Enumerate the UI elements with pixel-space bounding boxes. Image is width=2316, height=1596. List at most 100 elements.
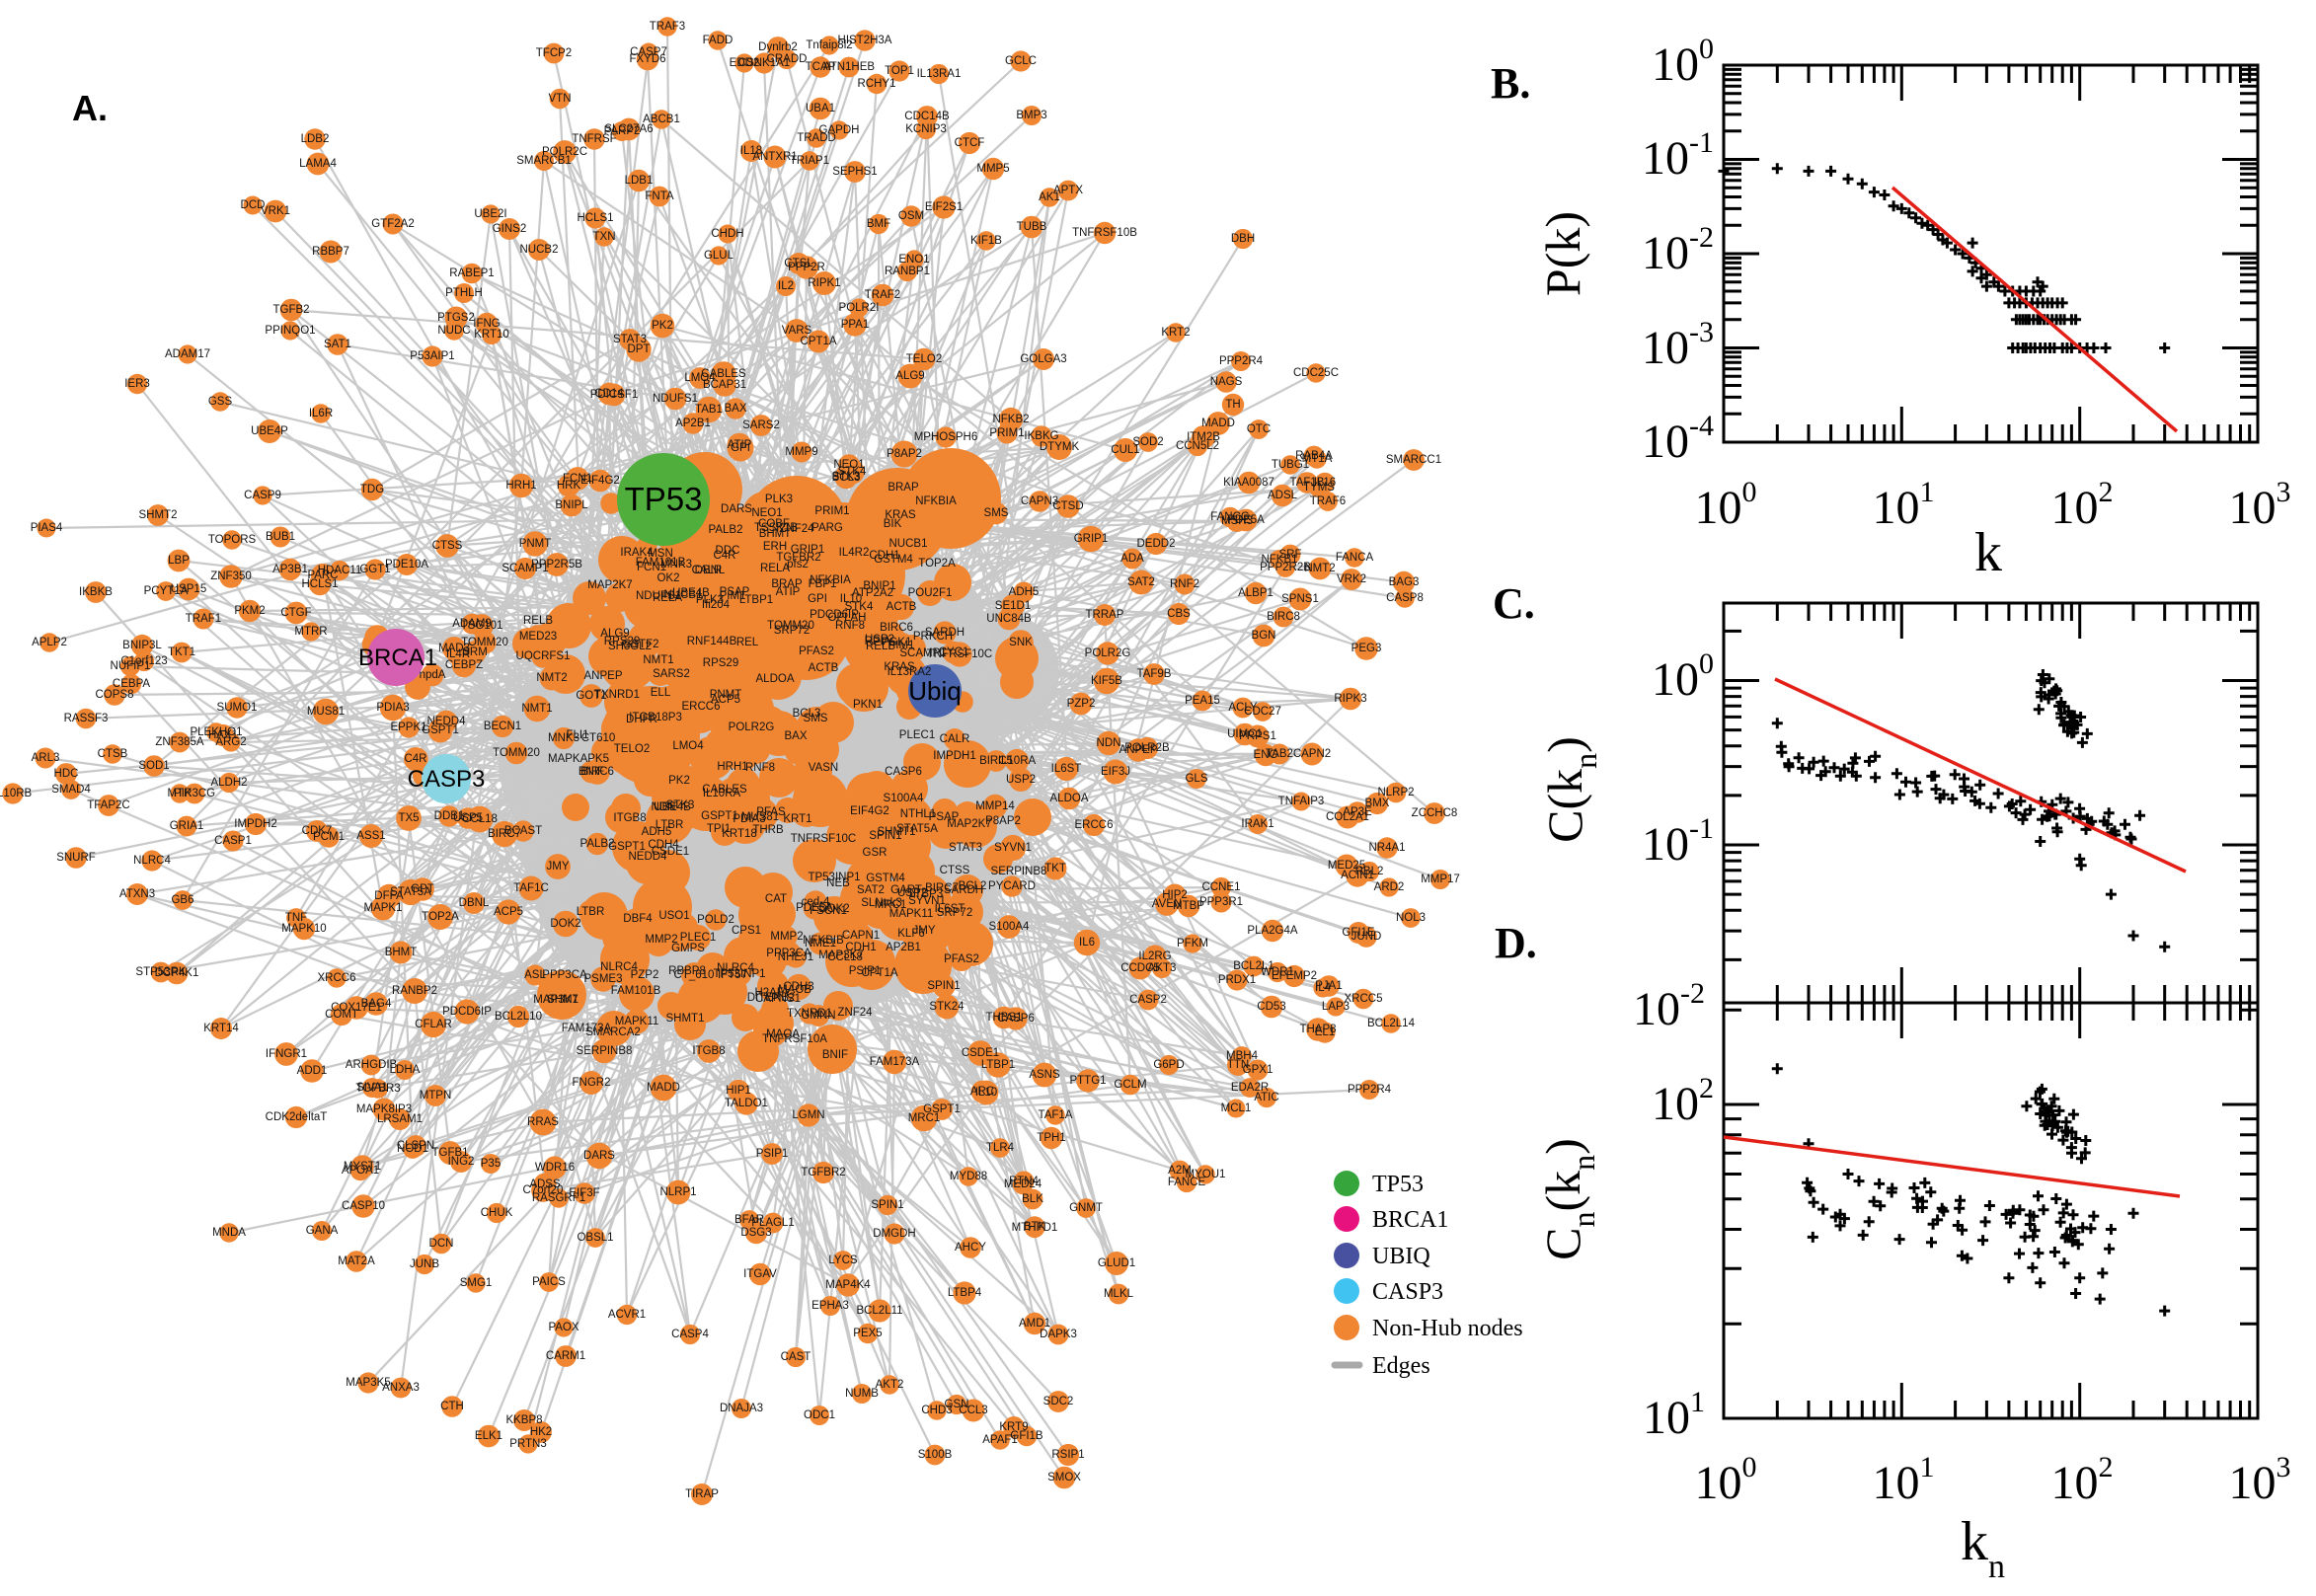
svg-text:DPT: DPT [628,343,651,355]
svg-text:PEG3: PEG3 [1351,643,1382,654]
svg-text:GANA: GANA [306,1225,339,1237]
svg-text:Non-Hub nodes: Non-Hub nodes [1372,1316,1523,1341]
svg-text:ATXN3: ATXN3 [119,888,155,900]
svg-text:IL2RG: IL2RG [1138,950,1171,962]
svg-text:CHD3: CHD3 [921,1405,952,1416]
svg-text:CARM1: CARM1 [546,1350,585,1362]
svg-text:CCNE1: CCNE1 [1202,881,1241,893]
svg-text:CHUK: CHUK [481,1207,513,1219]
svg-text:BCAP31: BCAP31 [703,379,746,391]
svg-text:DARS: DARS [721,503,752,515]
svg-text:ALDH2: ALDH2 [210,777,247,789]
svg-text:BAX: BAX [724,403,746,415]
svg-text:NR4A1: NR4A1 [1368,842,1405,854]
svg-text:PSAP: PSAP [929,811,960,823]
svg-text:BMP3: BMP3 [1016,110,1046,121]
svg-text:ITGB8: ITGB8 [613,812,646,824]
svg-text:SNK: SNK [1009,637,1033,648]
svg-text:POLR2G: POLR2G [1085,647,1131,659]
svg-text:NMT1: NMT1 [521,703,552,715]
svg-text:STK3: STK3 [666,799,695,811]
svg-text:PPP2R4: PPP2R4 [1348,1084,1392,1096]
svg-text:USP5: USP5 [453,812,483,824]
svg-text:MED23: MED23 [519,631,557,643]
svg-text:NMT1: NMT1 [643,654,673,666]
svg-text:CASP9: CASP9 [244,490,281,501]
svg-text:RPS29: RPS29 [703,657,738,669]
svg-text:RIPK1: RIPK1 [808,277,840,289]
svg-text:CTSB: CTSB [98,748,128,760]
svg-text:RIPK3: RIPK3 [1334,693,1366,705]
svg-text:TNFRSF: TNFRSF [572,133,616,145]
svg-text:MAPK10: MAPK10 [281,923,326,935]
svg-text:EPPK1: EPPK1 [390,722,426,733]
svg-text:RNF8: RNF8 [745,762,775,774]
svg-text:BAG3: BAG3 [1389,576,1420,588]
svg-text:BNIP3L: BNIP3L [122,640,162,651]
svg-text:IKBKB: IKBKB [79,586,113,598]
svg-text:TAB1: TAB1 [695,404,723,416]
svg-text:CCL18: CCL18 [827,951,863,963]
svg-text:TGFB1: TGFB1 [431,1147,468,1159]
svg-text:BIRC6: BIRC6 [880,622,913,634]
svg-text:CAT: CAT [765,893,787,905]
svg-text:C1orf123: C1orf123 [120,655,167,667]
svg-text:RRAS: RRAS [527,1116,559,1128]
svg-text:KRT1: KRT1 [783,813,811,825]
svg-text:CASP2: CASP2 [1129,994,1167,1006]
svg-text:CFLAR: CFLAR [415,1019,452,1030]
svg-text:ADSL: ADSL [1268,490,1298,501]
svg-text:ALG9: ALG9 [600,628,629,640]
svg-text:SMOX: SMOX [1047,1472,1081,1483]
svg-text:SPIN1: SPIN1 [927,980,960,992]
svg-text:S100B: S100B [918,1449,953,1461]
svg-text:USO1: USO1 [658,910,689,922]
svg-text:ALBP1: ALBP1 [1238,587,1274,599]
svg-text:COL2A1: COL2A1 [1326,811,1369,823]
svg-text:BHMT: BHMT [385,947,418,958]
svg-text:ACTB: ACTB [809,662,839,674]
svg-text:TLR4: TLR4 [986,1142,1015,1154]
svg-text:ODC1: ODC1 [804,1409,835,1421]
svg-text:Edges: Edges [1372,1353,1430,1379]
svg-text:STP53RK: STP53RK [135,966,186,978]
svg-text:TX5: TX5 [398,812,419,824]
svg-text:APTX: APTX [1053,185,1083,196]
svg-text:ARHGDIB: ARHGDIB [346,1059,398,1071]
svg-text:MAP4K4: MAP4K4 [825,1279,871,1291]
svg-text:MTR: MTR [168,788,193,799]
svg-text:CTCF: CTCF [955,137,985,149]
svg-text:PTHLH: PTHLH [445,287,483,299]
svg-text:TAF1C: TAF1C [513,882,549,894]
svg-text:PPA1: PPA1 [841,319,870,331]
svg-text:ADA: ADA [1120,553,1144,565]
svg-text:DBH: DBH [1231,233,1255,245]
svg-text:NFKBIA: NFKBIA [810,574,851,586]
svg-text:BIRC5: BIRC5 [979,755,1013,767]
svg-text:NFKBIB: NFKBIB [803,935,844,947]
svg-text:LTBR: LTBR [656,819,684,831]
svg-text:TOP2A: TOP2A [918,558,956,570]
svg-text:SARDH: SARDH [944,884,983,896]
svg-text:ATIC: ATIC [1254,1092,1278,1103]
svg-text:TAF1A: TAF1A [1039,1109,1073,1121]
svg-text:P8AP2: P8AP2 [985,815,1021,827]
svg-text:PRDX1: PRDX1 [1218,974,1256,986]
svg-text:GFI1E: GFI1E [1342,927,1375,939]
svg-text:PARG: PARG [811,522,843,534]
svg-text:CDH1: CDH1 [869,550,899,562]
svg-text:RELB: RELB [523,615,553,627]
svg-text:APLP2: APLP2 [32,637,67,648]
svg-text:UIMC1: UIMC1 [1227,728,1263,740]
svg-text:EL1: EL1 [1315,1026,1335,1038]
svg-text:PSIP1: PSIP1 [756,1148,789,1160]
svg-text:RELA: RELA [760,563,790,574]
svg-text:NUDC: NUDC [437,325,470,337]
svg-text:TP53INP1: TP53INP1 [808,872,860,883]
svg-text:FNGR2: FNGR2 [573,1077,611,1089]
svg-text:MADD: MADD [1201,418,1235,429]
svg-text:CDK2deltaT: CDK2deltaT [266,1111,328,1123]
svg-text:KCNIP3: KCNIP3 [905,123,947,135]
svg-text:NAGS: NAGS [1210,376,1243,388]
svg-text:MMP2: MMP2 [645,934,677,946]
